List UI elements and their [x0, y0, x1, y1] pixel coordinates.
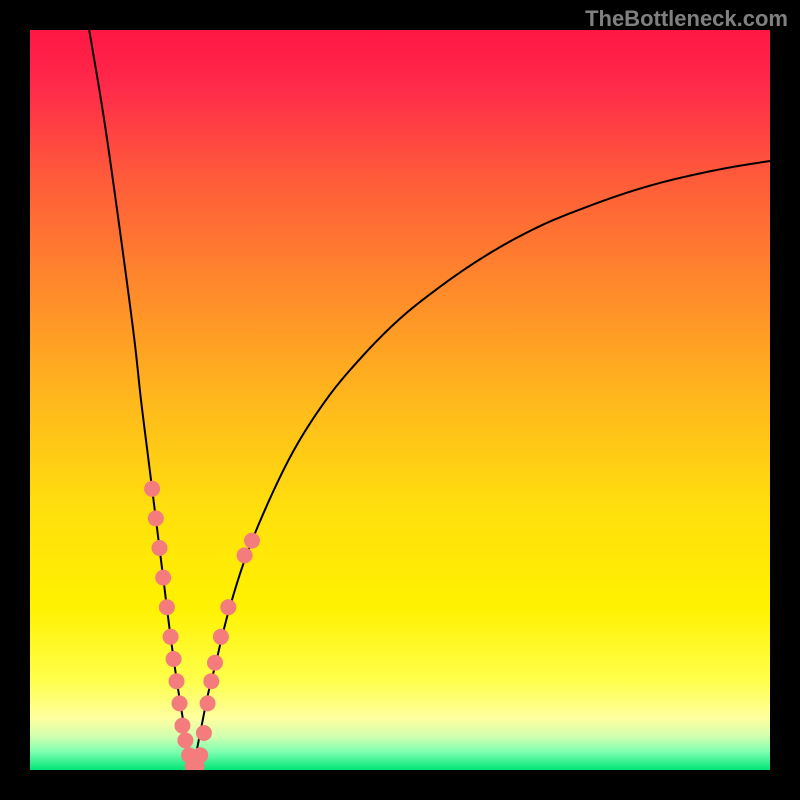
data-marker — [144, 481, 160, 497]
chart-root: TheBottleneck.com — [0, 0, 800, 800]
data-marker — [177, 732, 193, 748]
chart-svg — [30, 30, 770, 770]
data-marker — [171, 695, 187, 711]
data-marker — [159, 599, 175, 615]
watermark-text: TheBottleneck.com — [585, 6, 788, 32]
data-marker — [192, 747, 208, 763]
data-marker — [213, 629, 229, 645]
data-marker — [152, 540, 168, 556]
data-marker — [174, 718, 190, 734]
data-marker — [163, 629, 179, 645]
data-marker — [220, 599, 236, 615]
data-marker — [148, 510, 164, 526]
data-marker — [203, 673, 219, 689]
data-marker — [169, 673, 185, 689]
data-marker — [237, 547, 253, 563]
data-marker — [244, 533, 260, 549]
data-marker — [200, 695, 216, 711]
data-marker — [166, 651, 182, 667]
data-marker — [196, 725, 212, 741]
data-marker — [207, 655, 223, 671]
plot-area — [30, 30, 770, 770]
data-marker — [155, 570, 171, 586]
